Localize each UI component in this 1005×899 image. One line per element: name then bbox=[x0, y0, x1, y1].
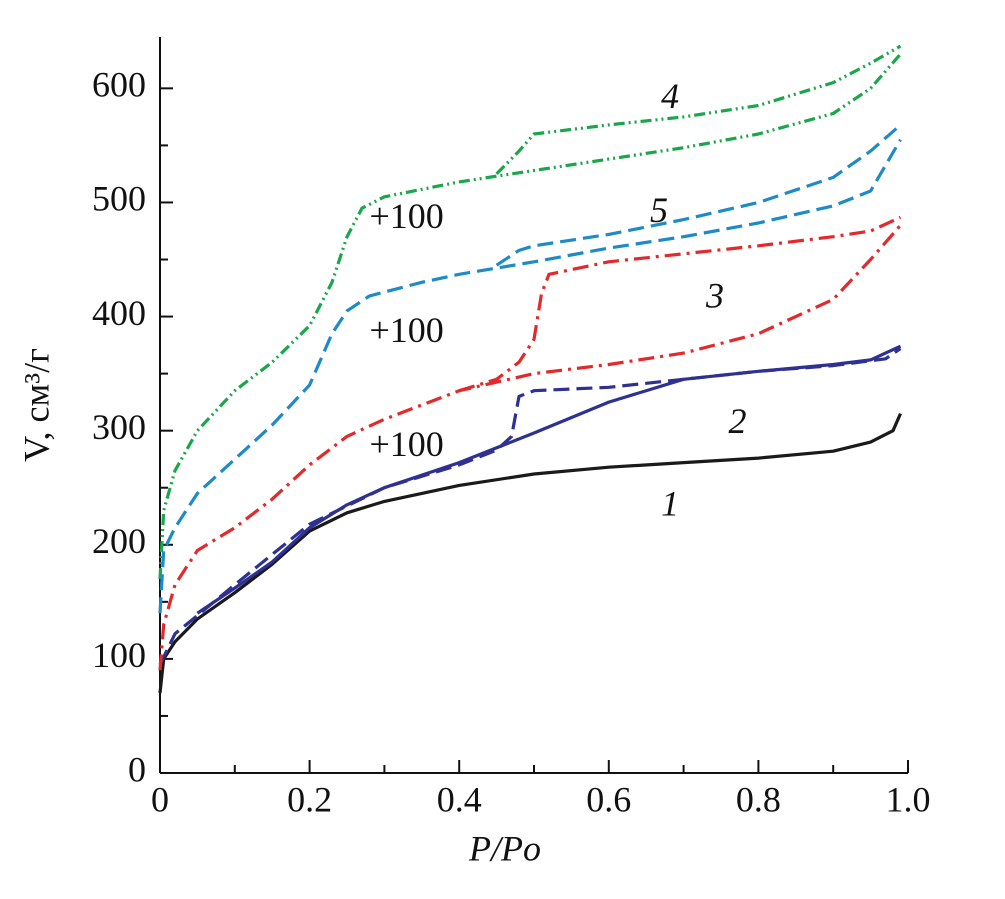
curve-annotation: 1 bbox=[661, 483, 679, 523]
y-tick-label: 0 bbox=[128, 749, 146, 789]
isotherm-line bbox=[158, 224, 902, 671]
curve-annotation: 2 bbox=[728, 401, 746, 441]
isotherm-line bbox=[196, 344, 902, 615]
x-tick-label: 0.2 bbox=[287, 779, 332, 819]
x-tick-label: 0.4 bbox=[437, 779, 482, 819]
isotherm-line bbox=[158, 347, 902, 666]
isotherm-line bbox=[158, 53, 902, 580]
curve-annotation: +100 bbox=[369, 424, 443, 464]
curve-annotation: 3 bbox=[705, 276, 724, 316]
x-tick-label: 0 bbox=[151, 779, 169, 819]
x-tick-label: 0.6 bbox=[586, 779, 631, 819]
isotherm-line bbox=[158, 412, 902, 694]
isotherm-line bbox=[458, 215, 902, 393]
x-axis-label: P/Po bbox=[468, 828, 541, 868]
y-axis-label: V, см³/г bbox=[16, 348, 56, 462]
curve-annotation: 4 bbox=[661, 76, 679, 116]
isotherm-line bbox=[495, 123, 902, 267]
x-tick-label: 1.0 bbox=[886, 779, 931, 819]
y-tick-label: 100 bbox=[92, 635, 146, 675]
y-tick-label: 600 bbox=[92, 65, 146, 105]
isotherm-line bbox=[495, 44, 902, 176]
curve-annotation: 5 bbox=[650, 190, 668, 230]
y-tick-label: 200 bbox=[92, 521, 146, 561]
y-tick-label: 500 bbox=[92, 179, 146, 219]
isotherm-line bbox=[158, 138, 902, 614]
curve-annotation: +100 bbox=[369, 310, 443, 350]
x-tick-label: 0.8 bbox=[736, 779, 781, 819]
y-tick-label: 300 bbox=[92, 407, 146, 447]
y-tick-label: 400 bbox=[92, 293, 146, 333]
curve-annotation: +100 bbox=[369, 196, 443, 236]
